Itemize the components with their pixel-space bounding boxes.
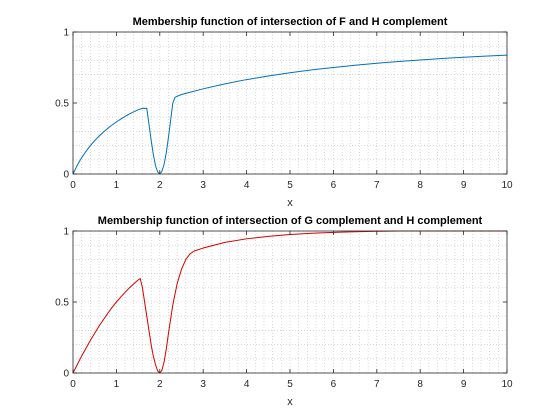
x-tick-label: 9 <box>461 180 467 191</box>
x-tick-label: 9 <box>461 379 467 390</box>
x-tick-label: 10 <box>501 379 513 390</box>
x-tick-label: 3 <box>200 379 206 390</box>
subplot-top: Membership function of intersection of F… <box>55 16 513 209</box>
x-tick-label: 4 <box>244 180 250 191</box>
x-tick-label: 6 <box>331 379 337 390</box>
subplot-top-title: Membership function of intersection of F… <box>133 16 448 28</box>
x-tick-label: 7 <box>374 379 380 390</box>
y-tick-label: 1 <box>63 28 69 39</box>
subplot-top-xlabel: x <box>287 197 293 209</box>
x-tick-label: 2 <box>157 180 163 191</box>
x-tick-label: 5 <box>287 180 293 191</box>
subplot-top-grid <box>73 32 507 174</box>
subplot-bottom-grid <box>73 231 507 373</box>
y-tick-label: 0 <box>63 369 69 380</box>
x-tick-label: 4 <box>244 379 250 390</box>
x-tick-label: 1 <box>114 180 120 191</box>
x-tick-label: 10 <box>501 180 513 191</box>
y-tick-label: 1 <box>63 227 69 238</box>
x-tick-label: 8 <box>417 379 423 390</box>
x-tick-label: 8 <box>417 180 423 191</box>
subplot-bottom: Membership function of intersection of G… <box>55 215 513 408</box>
x-tick-label: 2 <box>157 379 163 390</box>
x-tick-label: 0 <box>70 379 76 390</box>
x-tick-label: 7 <box>374 180 380 191</box>
x-tick-label: 6 <box>331 180 337 191</box>
x-tick-label: 1 <box>114 379 120 390</box>
x-tick-label: 3 <box>200 180 206 191</box>
x-tick-label: 5 <box>287 379 293 390</box>
subplot-bottom-xlabel: x <box>287 396 293 408</box>
y-tick-label: 0 <box>63 170 69 181</box>
y-tick-label: 0.5 <box>55 99 69 110</box>
subplot-bottom-title: Membership function of intersection of G… <box>98 215 483 227</box>
x-tick-label: 0 <box>70 180 76 191</box>
y-tick-label: 0.5 <box>55 298 69 309</box>
